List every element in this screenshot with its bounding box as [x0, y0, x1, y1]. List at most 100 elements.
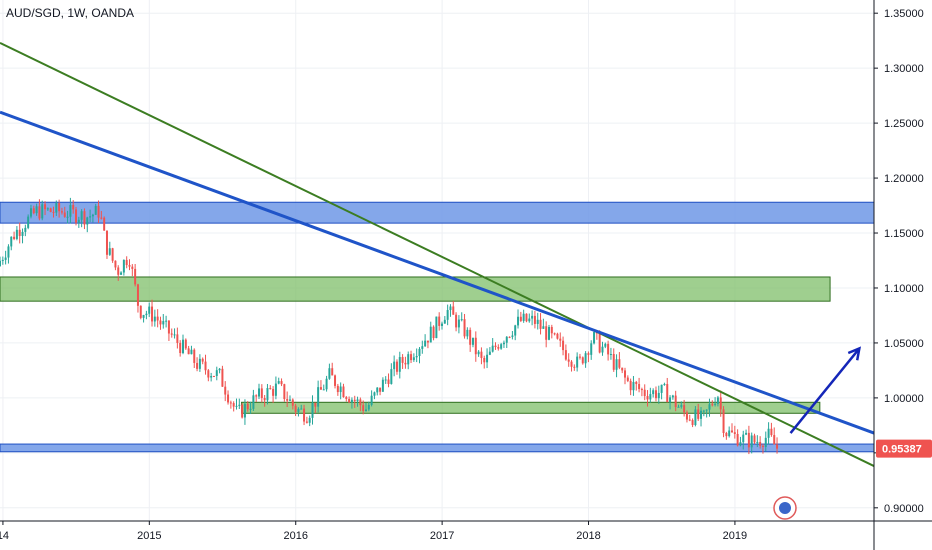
- candle-body: [536, 319, 539, 324]
- candle-body: [500, 344, 503, 349]
- candle-body: [657, 392, 660, 399]
- candle-body: [767, 428, 770, 438]
- candle-body: [201, 358, 204, 362]
- candle-body: [255, 395, 258, 397]
- candle-body: [294, 405, 297, 412]
- candle-body: [274, 383, 277, 396]
- candle-body: [764, 437, 767, 447]
- candle-body: [494, 345, 497, 348]
- candle-body: [742, 434, 745, 443]
- candle-body: [607, 343, 610, 355]
- candle-body: [590, 343, 593, 355]
- candle-body: [474, 337, 477, 355]
- candle-body: [170, 333, 173, 335]
- candle-body: [311, 402, 314, 418]
- candle-body: [235, 405, 238, 407]
- candles: [0, 197, 779, 455]
- candle-body: [688, 419, 691, 421]
- y-axis: 1.35000 1.30000 1.25000 1.20000 1.15000 1.100…: [874, 8, 924, 515]
- y-tick-label: 1.30000: [884, 63, 924, 75]
- candle-body: [502, 342, 505, 345]
- candle-body: [663, 384, 666, 386]
- candle-body: [122, 259, 125, 273]
- candle-body: [550, 326, 553, 334]
- candle-body: [398, 357, 401, 372]
- candle-body: [27, 216, 30, 228]
- candle-body: [165, 320, 168, 322]
- tradingview-logo-icon[interactable]: [773, 496, 797, 520]
- candle-body: [210, 376, 213, 378]
- candle-body: [418, 348, 421, 357]
- candle-body: [156, 316, 159, 321]
- candle-body: [243, 403, 246, 418]
- candle-body: [770, 428, 773, 436]
- candle-body: [246, 403, 249, 410]
- candle-body: [629, 380, 632, 391]
- candle-body: [390, 369, 393, 384]
- candle-body: [730, 430, 733, 433]
- candle-body: [283, 384, 286, 400]
- candle-body: [339, 386, 342, 393]
- candle-body: [421, 346, 424, 349]
- candle-body: [395, 361, 398, 372]
- candle-body: [708, 404, 711, 410]
- candle-body: [21, 231, 24, 236]
- candle-body: [604, 343, 607, 347]
- candle-body: [173, 334, 176, 336]
- candle-body: [562, 340, 565, 351]
- candle-body: [72, 204, 75, 210]
- candle-body: [697, 409, 700, 419]
- candle-body: [449, 306, 452, 311]
- candle-body: [162, 321, 165, 325]
- candle-body: [488, 351, 491, 355]
- candle-body: [80, 211, 83, 220]
- candle-body: [227, 394, 230, 403]
- candle-body: [683, 405, 686, 413]
- candle-body: [159, 320, 162, 325]
- last-price-tag: 0.95387: [876, 439, 932, 458]
- x-axis: 14 2015 2016 2017 2018 2019: [0, 521, 747, 542]
- candle-body: [13, 236, 16, 239]
- candle-body: [728, 430, 731, 437]
- x-tick-label: 2017: [430, 530, 454, 542]
- candle-body: [66, 216, 69, 218]
- candle-body: [215, 370, 218, 377]
- candle-body: [63, 212, 66, 217]
- candle-body: [111, 248, 114, 261]
- candle-body: [317, 387, 320, 407]
- candle-body: [221, 368, 224, 387]
- candle-body: [379, 387, 382, 392]
- candle-body: [517, 316, 520, 326]
- candle-body: [103, 217, 106, 231]
- candle-body: [136, 284, 139, 306]
- candle-body: [232, 403, 235, 407]
- candle-body: [671, 395, 674, 398]
- candle-body: [415, 356, 418, 358]
- candle-body: [176, 334, 179, 343]
- candle-body: [207, 370, 210, 378]
- candle-body: [702, 410, 705, 412]
- candle-body: [224, 386, 227, 395]
- candle-body: [387, 379, 390, 384]
- y-tick-label: 1.15000: [884, 228, 924, 240]
- candle-body: [733, 432, 736, 434]
- candle-body: [455, 314, 458, 328]
- candle-body: [426, 340, 429, 343]
- candle-body: [55, 203, 58, 213]
- candle-body: [547, 326, 550, 340]
- candle-body: [286, 399, 289, 401]
- candle-body: [652, 390, 655, 395]
- candle-body: [570, 361, 573, 367]
- candle-body: [643, 389, 646, 397]
- candle-body: [497, 347, 500, 349]
- arrow-shaft: [789, 347, 861, 434]
- candle-body: [576, 356, 579, 368]
- candle-body: [131, 266, 134, 269]
- candle-body: [187, 348, 190, 355]
- candle-body: [105, 230, 108, 255]
- candle-body: [578, 356, 581, 358]
- candle-body: [356, 399, 359, 402]
- candle-body: [654, 390, 657, 399]
- candle-body: [60, 211, 63, 213]
